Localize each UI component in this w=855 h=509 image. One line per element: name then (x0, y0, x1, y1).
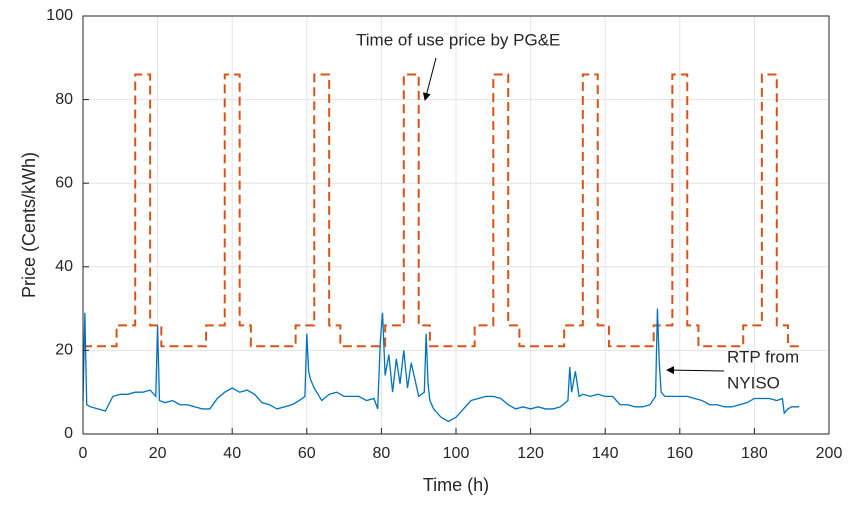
x-tick-label: 20 (149, 445, 167, 462)
series-line (83, 73, 800, 348)
series-line (82, 308, 800, 423)
annotation: RTP from (727, 347, 799, 366)
x-tick-label: 80 (373, 445, 391, 462)
x-tick-label: 60 (298, 445, 316, 462)
x-tick-label: 0 (79, 445, 88, 462)
y-tick-label: 0 (64, 425, 73, 442)
y-tick-label: 40 (55, 258, 73, 275)
y-tick-label: 20 (55, 342, 73, 359)
x-tick-label: 160 (666, 445, 693, 462)
y-axis-label: Price (Cents/kWh) (19, 152, 39, 298)
annotation-arrow (422, 57, 437, 101)
annotation: Time of use price by PG&E (356, 30, 560, 49)
x-tick-label: 180 (741, 445, 768, 462)
annotation-arrow (666, 366, 725, 375)
x-tick-label: 40 (223, 445, 241, 462)
annotation: NYISO (727, 373, 780, 392)
x-tick-label: 100 (443, 445, 470, 462)
y-tick-label: 100 (46, 7, 73, 24)
x-axis-label: Time (h) (423, 475, 489, 495)
x-tick-label: 140 (592, 445, 619, 462)
y-tick-label: 60 (55, 174, 73, 191)
x-tick-label: 120 (517, 445, 544, 462)
y-tick-label: 80 (55, 91, 73, 108)
x-tick-label: 200 (816, 445, 843, 462)
